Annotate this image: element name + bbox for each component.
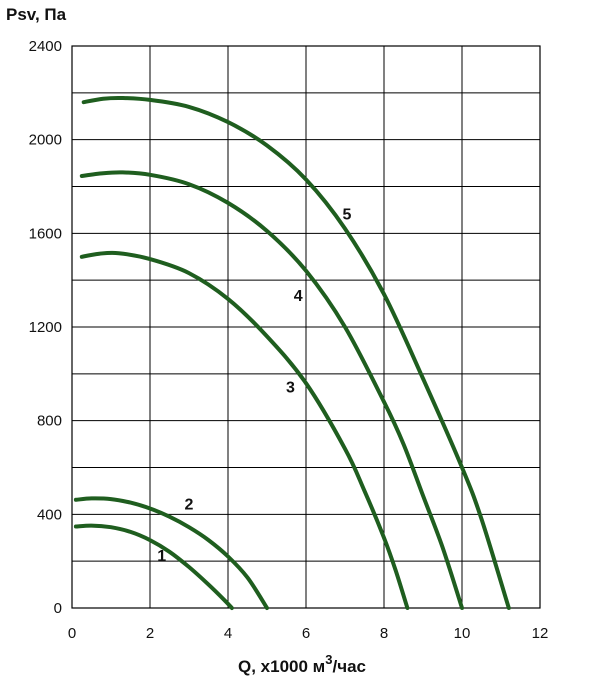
- series-line-4: [79, 170, 464, 610]
- grid: [71, 45, 541, 609]
- y-tick-label: 1200: [29, 319, 62, 336]
- x-tick-labels: 0 2 4 6 8 10 12: [68, 625, 549, 642]
- x-tick-label: 12: [532, 625, 549, 642]
- y-tick-label: 2400: [29, 38, 62, 55]
- series-line-3: [79, 250, 410, 610]
- x-tick-label: 4: [224, 625, 232, 642]
- x-tick-label: 10: [454, 625, 471, 642]
- y-tick-label: 400: [37, 506, 62, 523]
- series-line-5: [81, 95, 511, 610]
- x-axis-title-suffix: /час: [332, 657, 366, 676]
- series-line-1: [73, 523, 234, 610]
- y-tick-label: 0: [54, 600, 62, 617]
- series-line-2: [73, 496, 269, 610]
- x-tick-label: 8: [380, 625, 388, 642]
- x-tick-label: 0: [68, 625, 76, 642]
- series-lines: [73, 95, 511, 610]
- series-label-2: 2: [185, 497, 194, 514]
- plot-frame: [71, 45, 541, 609]
- series-label-5: 5: [342, 206, 351, 223]
- y-tick-label: 2000: [29, 132, 62, 149]
- x-axis-title: Q, x1000 м3/час: [238, 652, 366, 676]
- y-tick-label: 1600: [29, 225, 62, 242]
- series-labels: 1 2 3 4 5: [157, 206, 351, 565]
- y-tick-label: 800: [37, 413, 62, 430]
- x-tick-label: 2: [146, 625, 154, 642]
- x-tick-label: 6: [302, 625, 310, 642]
- series-label-4: 4: [294, 288, 303, 305]
- series-label-1: 1: [157, 548, 166, 565]
- series-label-3: 3: [286, 380, 295, 397]
- y-tick-labels: 0 400 800 1200 1600 2000 2400: [29, 38, 62, 617]
- x-axis-title-sup: 3: [325, 652, 332, 667]
- x-axis-title-prefix: Q, x1000 м: [238, 657, 325, 676]
- y-axis-title: Psv, Па: [6, 5, 67, 24]
